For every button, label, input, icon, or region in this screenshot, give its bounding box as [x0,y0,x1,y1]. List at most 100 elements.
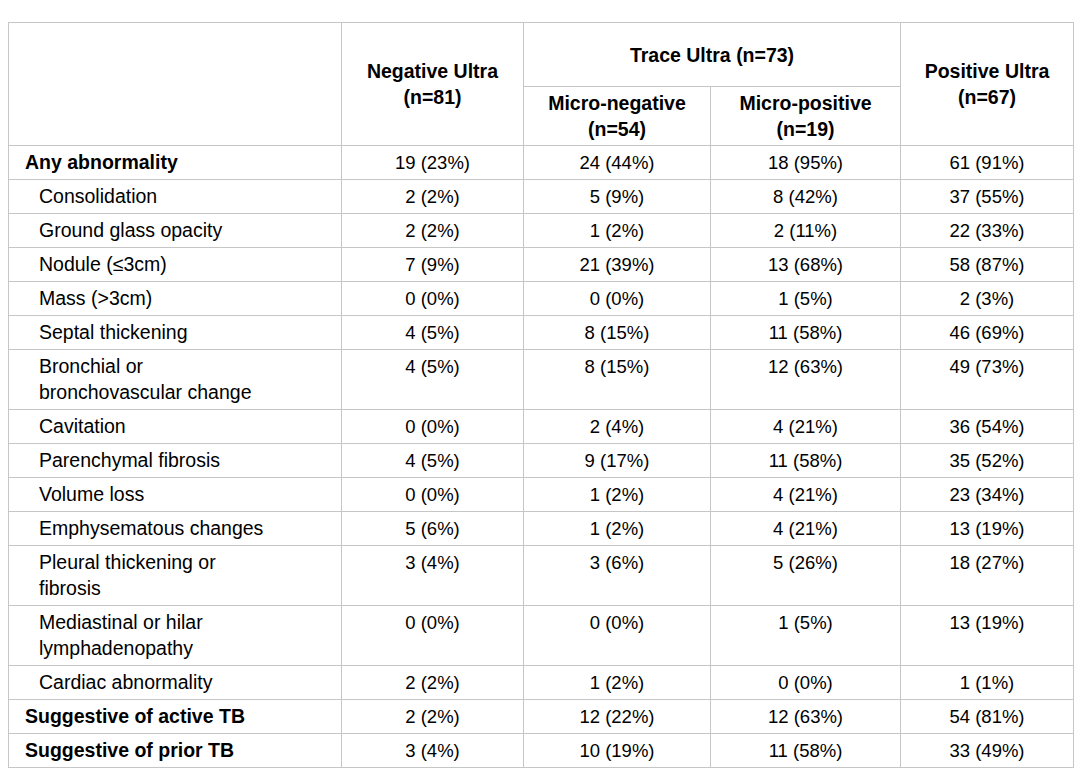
value-cell: 1 (2%) [524,214,711,248]
row-label: Volume loss [9,478,342,512]
value-cell: 33 (49%) [901,734,1074,768]
value-cell: 37 (55%) [901,180,1074,214]
value-cell: 13 (68%) [711,248,901,282]
value-cell: 2 (2%) [342,666,524,700]
row-label: Suggestive of prior TB [9,734,342,768]
table-row: Mediastinal or hilar lymphadenopathy0 (0… [9,606,1074,666]
value-cell: 0 (0%) [342,606,524,666]
value-cell: 1 (2%) [524,478,711,512]
row-label: Bronchial or bronchovascular change [9,350,342,410]
value-cell: 12 (63%) [711,700,901,734]
value-cell: 11 (58%) [711,734,901,768]
value-cell: 0 (0%) [524,282,711,316]
header-negative-ultra: Negative Ultra (n=81) [342,23,524,146]
value-cell: 54 (81%) [901,700,1074,734]
value-cell: 4 (21%) [711,410,901,444]
ct-findings-table: Negative Ultra (n=81) Trace Ultra (n=73)… [8,22,1074,768]
value-cell: 18 (27%) [901,546,1074,606]
table-row: Volume loss0 (0%)1 (2%)4 (21%)23 (34%) [9,478,1074,512]
value-cell: 1 (5%) [711,606,901,666]
value-cell: 13 (19%) [901,606,1074,666]
value-cell: 18 (95%) [711,146,901,180]
header-positive-ultra: Positive Ultra (n=67) [901,23,1074,146]
value-cell: 8 (15%) [524,316,711,350]
table-row: Bronchial or bronchovascular change4 (5%… [9,350,1074,410]
header-micro-negative: Micro-negative (n=54) [524,87,711,146]
value-cell: 8 (15%) [524,350,711,410]
value-cell: 1 (5%) [711,282,901,316]
value-cell: 4 (5%) [342,444,524,478]
value-cell: 1 (1%) [901,666,1074,700]
value-cell: 58 (87%) [901,248,1074,282]
page: Negative Ultra (n=81) Trace Ultra (n=73)… [0,0,1080,770]
table-row: Emphysematous changes5 (6%)1 (2%)4 (21%)… [9,512,1074,546]
value-cell: 3 (4%) [342,734,524,768]
table-row: Nodule (≤3cm)7 (9%)21 (39%)13 (68%)58 (8… [9,248,1074,282]
row-label: Nodule (≤3cm) [9,248,342,282]
table-header: Negative Ultra (n=81) Trace Ultra (n=73)… [9,23,1074,146]
value-cell: 1 (2%) [524,512,711,546]
value-cell: 35 (52%) [901,444,1074,478]
table-row: Suggestive of prior TB3 (4%)10 (19%)11 (… [9,734,1074,768]
value-cell: 4 (21%) [711,512,901,546]
row-label: Septal thickening [9,316,342,350]
value-cell: 36 (54%) [901,410,1074,444]
value-cell: 7 (9%) [342,248,524,282]
value-cell: 19 (23%) [342,146,524,180]
value-cell: 10 (19%) [524,734,711,768]
value-cell: 61 (91%) [901,146,1074,180]
value-cell: 46 (69%) [901,316,1074,350]
header-row-top: Negative Ultra (n=81) Trace Ultra (n=73)… [9,23,1074,87]
value-cell: 12 (63%) [711,350,901,410]
value-cell: 2 (3%) [901,282,1074,316]
table-row: Suggestive of active TB2 (2%)12 (22%)12 … [9,700,1074,734]
value-cell: 13 (19%) [901,512,1074,546]
value-cell: 2 (4%) [524,410,711,444]
header-trace-ultra: Trace Ultra (n=73) [524,23,901,87]
row-label: Ground glass opacity [9,214,342,248]
value-cell: 0 (0%) [342,410,524,444]
value-cell: 5 (6%) [342,512,524,546]
value-cell: 4 (21%) [711,478,901,512]
row-label: Cardiac abnormality [9,666,342,700]
value-cell: 2 (2%) [342,214,524,248]
table-row: Ground glass opacity2 (2%)1 (2%)2 (11%)2… [9,214,1074,248]
table-row: Parenchymal fibrosis4 (5%)9 (17%)11 (58%… [9,444,1074,478]
value-cell: 49 (73%) [901,350,1074,410]
value-cell: 9 (17%) [524,444,711,478]
value-cell: 0 (0%) [342,478,524,512]
table-row: Cavitation0 (0%)2 (4%)4 (21%)36 (54%) [9,410,1074,444]
row-label: Emphysematous changes [9,512,342,546]
value-cell: 12 (22%) [524,700,711,734]
value-cell: 2 (11%) [711,214,901,248]
value-cell: 5 (26%) [711,546,901,606]
value-cell: 0 (0%) [342,282,524,316]
value-cell: 23 (34%) [901,478,1074,512]
header-corner-cell [9,23,342,146]
table-body: Any abnormality19 (23%)24 (44%)18 (95%)6… [9,146,1074,768]
value-cell: 24 (44%) [524,146,711,180]
row-label: Mediastinal or hilar lymphadenopathy [9,606,342,666]
value-cell: 1 (2%) [524,666,711,700]
table-row: Mass (>3cm)0 (0%)0 (0%)1 (5%)2 (3%) [9,282,1074,316]
row-label: Pleural thickening or fibrosis [9,546,342,606]
value-cell: 0 (0%) [524,606,711,666]
row-label: Any abnormality [9,146,342,180]
table-row: Pleural thickening or fibrosis3 (4%)3 (6… [9,546,1074,606]
value-cell: 2 (2%) [342,180,524,214]
row-label: Suggestive of active TB [9,700,342,734]
row-label: Cavitation [9,410,342,444]
table-row: Consolidation2 (2%)5 (9%)8 (42%)37 (55%) [9,180,1074,214]
table-row: Any abnormality19 (23%)24 (44%)18 (95%)6… [9,146,1074,180]
row-label: Mass (>3cm) [9,282,342,316]
value-cell: 5 (9%) [524,180,711,214]
value-cell: 0 (0%) [711,666,901,700]
value-cell: 4 (5%) [342,350,524,410]
table-row: Cardiac abnormality2 (2%)1 (2%)0 (0%)1 (… [9,666,1074,700]
value-cell: 11 (58%) [711,444,901,478]
value-cell: 8 (42%) [711,180,901,214]
table-row: Septal thickening4 (5%)8 (15%)11 (58%)46… [9,316,1074,350]
value-cell: 3 (4%) [342,546,524,606]
row-label: Consolidation [9,180,342,214]
row-label: Parenchymal fibrosis [9,444,342,478]
